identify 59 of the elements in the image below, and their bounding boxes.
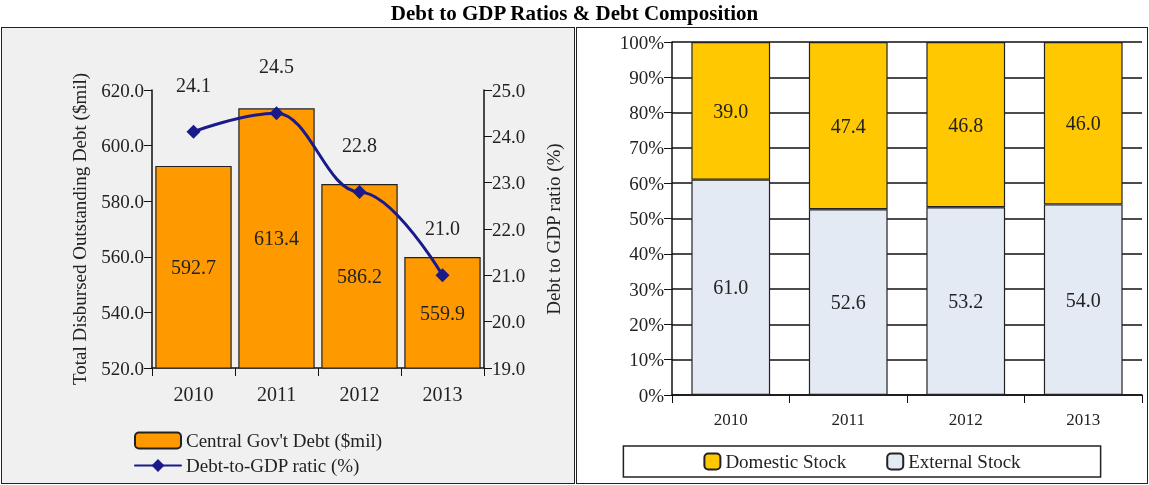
y-axis-title: Total Disbursed Outstanding Debt ($mil) [68,72,91,386]
data-label: 22.8 [342,133,377,156]
data-label: 592.7 [171,256,216,279]
y2-tick-label: 25.0 [492,79,526,101]
point [352,184,367,199]
data-label: 559.9 [420,301,465,324]
point [186,124,201,139]
y2-tick-label: 21.0 [492,264,526,286]
y-tick-label: 50% [629,208,665,229]
y-tick-label: 520.0 [101,357,144,379]
y-tick-label: 0% [638,384,665,406]
y2-tick-label: 20.0 [492,311,526,333]
x-tick-label: 2010 [173,383,214,405]
x-tick-label: 2011 [831,410,865,429]
y-tick-label: 100% [619,31,665,53]
y-tick-label: 10% [629,349,665,371]
y-tick-label: 620.0 [101,79,144,101]
data-label: 61.0 [713,276,749,299]
y2-tick-label: 22.0 [492,218,526,240]
y-tick-label: 540.0 [101,301,144,323]
y2-tick-label: 24.0 [492,125,526,147]
y-tick-label: 80% [629,102,665,124]
y-tick-label: 70% [629,137,665,159]
text: Debt to GDP Ratios & Debt Composition [389,0,760,26]
data-label: 24.1 [176,73,211,96]
point [269,106,284,121]
legend-label: External Stock [908,451,1022,472]
point [435,268,450,283]
x-tick-label: 2013 [422,383,463,405]
data-label: 21.0 [425,217,460,240]
data-label: 47.4 [830,114,866,137]
y-tick-label: 40% [629,243,665,265]
x-tick-label: 2012 [339,383,380,405]
data-label: 46.0 [1065,112,1101,135]
data-label: 54.0 [1065,288,1101,311]
legend-label: Domestic Stock [725,451,847,472]
y-tick-label: 580.0 [101,190,144,212]
y2-tick-label: 23.0 [492,172,526,194]
y2-axis-title: Debt to GDP ratio (%) [542,143,565,315]
data-label: 46.8 [948,113,984,136]
data-label: 39.0 [713,99,749,122]
data-label: 53.2 [948,290,984,313]
y2-tick-label: 19.0 [492,357,526,379]
data-label: 613.4 [254,227,299,250]
y-tick-label: 60% [629,172,665,194]
data-label: 24.5 [259,55,294,78]
data-label: 52.6 [830,291,866,314]
y-tick-label: 600.0 [101,135,144,157]
x-tick-label: 2011 [256,383,297,405]
y-tick-label: 560.0 [101,246,144,268]
x-tick-label: 2010 [713,410,748,429]
x-tick-label: 2013 [1066,410,1101,429]
y-tick-label: 20% [629,313,665,335]
x-tick-label: 2012 [948,410,983,429]
y-tick-label: 90% [629,66,665,88]
data-label: 586.2 [337,265,382,288]
legend-label: Central Gov't Debt ($mil) [186,430,383,452]
y-tick-label: 30% [629,278,665,300]
legend-label: Debt-to-GDP ratic (%) [186,455,360,477]
